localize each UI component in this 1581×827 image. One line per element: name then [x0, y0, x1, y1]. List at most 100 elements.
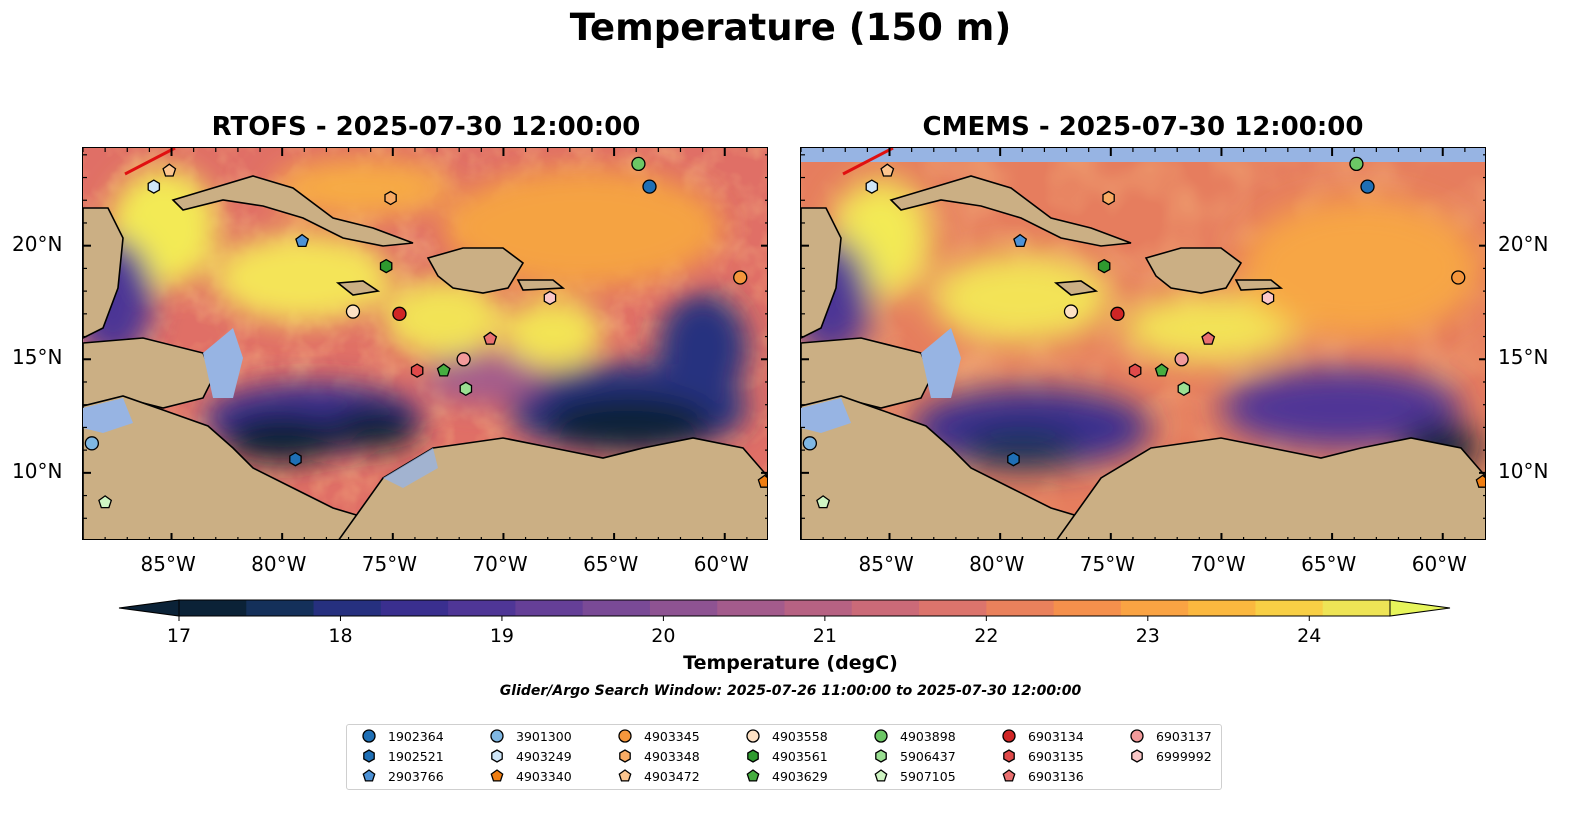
lon-label: 80°W: [251, 552, 307, 576]
legend-item-2903766: 2903766: [361, 768, 444, 784]
lat-label: 20°N: [12, 231, 63, 256]
obs-marker-4903348[interactable]: [1102, 190, 1115, 206]
map-rtofs[interactable]: [82, 147, 768, 540]
legend-item-4903348: 4903348: [617, 748, 700, 764]
legend-label: 4903249: [516, 748, 572, 764]
obs-marker-2903766[interactable]: [1013, 233, 1028, 248]
obs-marker-4903558[interactable]: [1063, 304, 1079, 319]
obs-marker-6903134[interactable]: [392, 306, 407, 321]
obs-marker-5906437[interactable]: [459, 381, 473, 397]
obs-marker-4903345[interactable]: [733, 270, 748, 285]
hexagon-marker-icon: [1131, 749, 1143, 763]
obs-marker-4903340[interactable]: [757, 474, 768, 488]
panel-title-rtofs: RTOFS - 2025-07-30 12:00:00: [211, 112, 641, 142]
obs-marker-4903898[interactable]: [1349, 156, 1364, 172]
obs-marker-5906437[interactable]: [1177, 381, 1191, 397]
colorbar-bin: [246, 600, 315, 616]
legend-label: 4903345: [644, 728, 700, 744]
obs-marker-6903137[interactable]: [456, 352, 471, 367]
colorbar-bin: [784, 600, 853, 616]
hexagon-marker-icon: [1003, 749, 1015, 763]
lon-label: 60°W: [1411, 552, 1467, 576]
shelf-water: [801, 328, 961, 433]
search-window-note: Glider/Argo Search Window: 2025-07-26 11…: [499, 683, 1082, 699]
legend-label: 4903340: [516, 768, 572, 784]
obs-marker-6903135[interactable]: [1128, 363, 1142, 378]
legend-label: 6903137: [1156, 728, 1212, 744]
lat-label: 10°N: [12, 458, 63, 483]
map-cmems[interactable]: [800, 147, 1486, 540]
circle-marker-icon: [490, 729, 504, 743]
obs-marker-5907105[interactable]: [98, 495, 113, 509]
hexagon-marker-icon: [491, 749, 503, 763]
obs-marker-4903249[interactable]: [865, 179, 879, 194]
obs-marker-4903348[interactable]: [384, 190, 397, 206]
obs-marker-6999992[interactable]: [1261, 290, 1275, 306]
colorbar-bin: [851, 600, 920, 616]
obs-marker-4903472[interactable]: [162, 163, 177, 177]
obs-marker-4903561[interactable]: [379, 258, 393, 274]
obs-marker-6903137[interactable]: [1174, 352, 1189, 367]
circle-marker-icon: [618, 729, 632, 743]
hexagon-marker-icon: [363, 749, 375, 763]
obs-marker-4903340[interactable]: [1475, 474, 1486, 488]
obs-marker-4903898[interactable]: [631, 156, 646, 172]
obs-marker-5907105[interactable]: [816, 495, 831, 509]
lon-label: 75°W: [1079, 552, 1136, 576]
circle-marker-icon: [362, 729, 376, 743]
colorbar-title: Temperature (degC): [683, 652, 898, 674]
legend-label: 4903472: [644, 768, 700, 784]
colorbar-bin: [1188, 600, 1257, 616]
obs-marker-2903766[interactable]: [295, 233, 310, 248]
frame-ticks: [83, 148, 767, 539]
obs-marker-4903249[interactable]: [147, 179, 161, 194]
obs-marker-6903136[interactable]: [483, 331, 498, 345]
obs-marker-4903472[interactable]: [880, 163, 895, 177]
obs-marker-6999992[interactable]: [543, 290, 557, 306]
legend-label: 2903766: [388, 768, 444, 784]
legend-label: 6903134: [1028, 728, 1084, 744]
obs-marker-1902521[interactable]: [1007, 451, 1020, 467]
legend-item-6903134: 6903134: [1001, 728, 1084, 744]
obs-marker-1902364[interactable]: [642, 179, 657, 194]
legend-item-4903249: 4903249: [489, 748, 572, 764]
map-cmems-svg: [801, 148, 1486, 539]
colorbar-tick-label: 19: [489, 625, 515, 647]
obs-marker-6903134[interactable]: [1110, 306, 1125, 321]
lon-label: 80°W: [969, 552, 1025, 576]
legend-label: 4903898: [900, 728, 956, 744]
legend-label: 4903561: [772, 748, 828, 764]
legend-item-4903629: 4903629: [745, 768, 828, 784]
colorbar-bin: [380, 600, 449, 616]
colorbar-bin: [717, 600, 786, 616]
pentagon-marker-icon: [874, 769, 888, 782]
frame-ticks: [801, 148, 1485, 539]
obs-marker-3901300[interactable]: [84, 436, 100, 451]
obs-marker-1902364[interactable]: [1360, 179, 1375, 194]
colorbar-bin: [582, 600, 651, 616]
legend-label: 4903558: [772, 728, 828, 744]
obs-marker-6903136[interactable]: [1201, 331, 1216, 345]
legend-label: 6999992: [1156, 748, 1212, 764]
hexagon-marker-icon: [619, 749, 631, 763]
circle-marker-icon: [1002, 729, 1016, 743]
obs-marker-4903558[interactable]: [345, 304, 361, 319]
circle-marker-icon: [746, 729, 760, 743]
obs-marker-4903345[interactable]: [1451, 270, 1466, 285]
obs-marker-4903629[interactable]: [1154, 363, 1169, 377]
obs-marker-3901300[interactable]: [802, 436, 818, 451]
colorbar-bin: [448, 600, 516, 616]
obs-marker-6903135[interactable]: [410, 363, 424, 378]
obs-marker-4903629[interactable]: [436, 363, 451, 377]
lat-label: 20°N: [1498, 231, 1549, 256]
legend-item-3901300: 3901300: [489, 728, 572, 744]
legend-label: 4903348: [644, 748, 700, 764]
shelf-water: [83, 328, 438, 488]
colorbar-bin: [1120, 600, 1189, 616]
pentagon-marker-icon: [490, 769, 504, 782]
obs-marker-1902521[interactable]: [289, 451, 302, 467]
colorbar-frame: [178, 599, 1391, 617]
pentagon-marker-icon: [1002, 769, 1016, 782]
obs-marker-4903561[interactable]: [1097, 258, 1111, 274]
colorbar-extend-high: [1389, 599, 1451, 617]
